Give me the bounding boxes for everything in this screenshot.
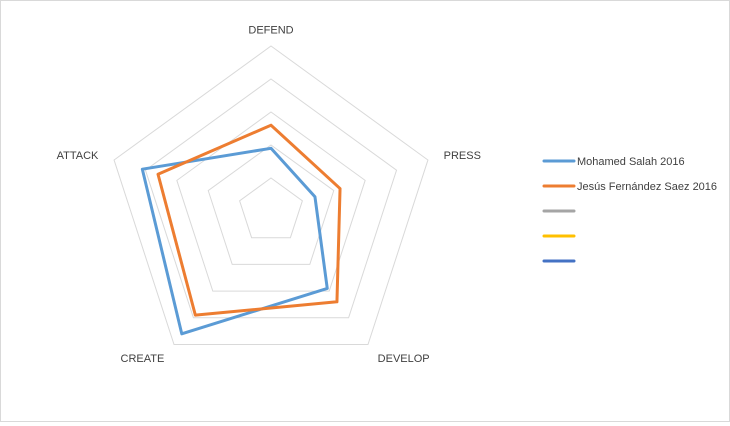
series-line-0: [140, 146, 329, 336]
grid-ring-4: [144, 78, 398, 319]
series-line-1: [156, 123, 342, 317]
axis-label-develop: DEVELOP: [378, 353, 430, 365]
grid-ring-5: [113, 45, 429, 345]
legend-label-1: Jesús Fernández Saez 2016: [577, 181, 717, 193]
legend-label-0: Mohamed Salah 2016: [577, 156, 685, 168]
grid-ring-3: [176, 111, 366, 292]
axis-label-create: CREATE: [121, 353, 165, 365]
grid-ring-1: [239, 177, 303, 239]
axis-labels: DEFEND PRESS DEVELOP CREATE ATTACK: [57, 25, 481, 365]
legend: Mohamed Salah 2016 Jesús Fernández Saez 2…: [542, 156, 717, 263]
grid-ring-2: [207, 144, 335, 265]
series-lines: [140, 123, 342, 336]
radar-grid: [113, 45, 429, 345]
axis-label-defend: DEFEND: [248, 25, 293, 37]
axis-label-attack: ATTACK: [57, 150, 99, 162]
axis-label-press: PRESS: [444, 150, 481, 162]
